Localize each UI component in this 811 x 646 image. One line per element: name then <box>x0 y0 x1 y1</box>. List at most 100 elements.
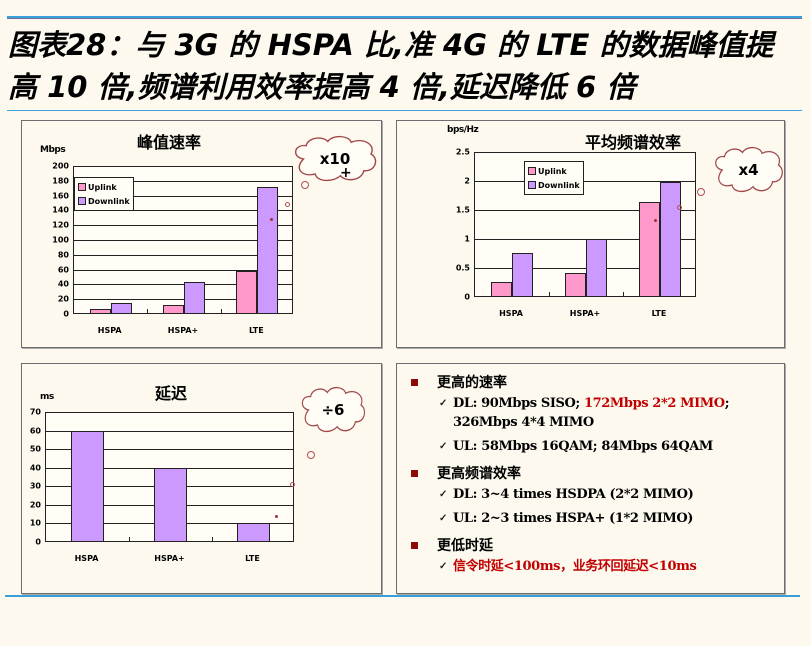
bar-hspa-downlink <box>110 302 132 313</box>
gridline <box>74 299 292 301</box>
bullet-item: ✓ UL: 58Mbps 16QAM; 84Mbps 64QAM <box>407 437 784 456</box>
x-tick-mark <box>129 537 130 541</box>
y-tick-label: 70 <box>29 407 41 417</box>
text-segment: UL: 2~3 times HSPA+ (1*2 MIMO) <box>453 511 694 526</box>
chart-legend: Uplink Downlink <box>74 177 134 211</box>
lte-advantages-panel: 更高的速率 ✓ DL: 90Mbps SISO; 172Mbps 2*2 MIMO;… <box>396 363 785 594</box>
decorative-dot <box>654 219 657 222</box>
x-tick-label: HSPA+ <box>167 326 199 335</box>
plot-area <box>45 412 294 542</box>
legend-item-downlink: Downlink <box>78 194 130 208</box>
y-tick-label: 1 <box>464 234 470 244</box>
text-segment: DL: 3~4 times HSDPA (2*2 MIMO) <box>453 487 694 502</box>
check-icon: ✓ <box>439 561 447 572</box>
gridline <box>475 181 695 182</box>
bar-hspa-plus-uplink <box>565 273 586 296</box>
y-tick-label: 30 <box>29 481 41 491</box>
bar-hspa-plus-downlink <box>184 282 205 313</box>
annotation-cloud: x4 <box>711 145 786 195</box>
gridline <box>475 268 695 269</box>
chart-title: 峰值速率 <box>137 133 202 152</box>
gridline <box>74 284 292 286</box>
check-icon: ✓ <box>439 441 447 452</box>
latency-chart-panel: 延迟 ms 0 10 20 30 40 50 60 70 HSPA HSPA+ LTE ÷6 <box>21 363 382 594</box>
gridline <box>46 449 293 451</box>
title-divider <box>7 110 802 111</box>
decorative-ring <box>290 482 295 487</box>
bullet-item: ✓ DL: 3~4 times HSDPA (2*2 MIMO) <box>407 485 784 504</box>
bar-lte-downlink <box>257 186 279 313</box>
gridline <box>74 195 292 197</box>
decorative-ring <box>301 181 309 189</box>
y-tick-label: 10 <box>29 518 41 528</box>
x-tick-label: LTE <box>651 309 667 318</box>
highlight-text: 信令时延<100ms，业务环回延迟<10ms <box>453 559 697 574</box>
bullet-heading-text: 更高的速率 <box>437 375 507 391</box>
uplink-swatch <box>78 183 86 191</box>
x-tick-label: LTE <box>245 554 260 563</box>
y-tick-label: 0 <box>464 292 470 302</box>
y-tick-label: 40 <box>29 463 41 473</box>
cloud-icon <box>715 146 783 193</box>
square-bullet-icon <box>411 541 418 549</box>
gridline <box>475 210 695 211</box>
gridline <box>74 180 292 182</box>
decorative-ring <box>697 188 705 196</box>
bar-hspa-latency <box>71 431 104 541</box>
plot-area <box>474 152 696 297</box>
y-tick-label: 20 <box>29 500 41 510</box>
decorative-ring <box>677 205 682 210</box>
bullet-heading-text: 更低时延 <box>437 538 493 554</box>
y-tick-label: 40 <box>57 279 69 289</box>
plus-icon: + <box>340 165 352 181</box>
decorative-ring <box>285 202 290 207</box>
cloud-icon <box>301 386 366 433</box>
legend-item-uplink: Uplink <box>528 164 580 178</box>
spectral-efficiency-chart-panel: 平均频谱效率 bps/Hz 0 0.5 1 1.5 2 2.5 HSPA HSPA+ LTE Upli… <box>396 120 785 348</box>
x-tick-mark <box>212 537 213 541</box>
y-tick-label: 180 <box>52 176 69 186</box>
highlight-text: 172Mbps 2*2 MIMO <box>583 396 725 411</box>
y-tick-label: 60 <box>29 426 41 436</box>
bullet-item: ✓ UL: 2~3 times HSPA+ (1*2 MIMO) <box>407 509 784 528</box>
annotation-cloud-label: ÷6 <box>321 401 345 419</box>
y-tick-label: 0 <box>35 537 41 547</box>
gridline <box>74 269 292 271</box>
gridline <box>74 210 292 212</box>
gridline <box>475 239 695 240</box>
bar-lte-latency <box>237 522 270 541</box>
chart-legend: Uplink Downlink <box>524 161 584 195</box>
bar-lte-downlink <box>660 181 681 296</box>
legend-item-uplink: Uplink <box>78 180 130 194</box>
bullet-item: ✓ DL: 90Mbps SISO; 172Mbps 2*2 MIMO; 326M… <box>407 394 784 432</box>
downlink-swatch <box>528 181 536 189</box>
square-bullet-icon <box>411 378 418 386</box>
x-tick-mark <box>623 292 624 296</box>
bullet-item-text: UL: 58Mbps 16QAM; 84Mbps 64QAM <box>453 437 713 456</box>
y-tick-label: 60 <box>57 265 69 275</box>
gridline <box>46 430 293 432</box>
y-tick-label: 200 <box>52 161 69 171</box>
y-tick-label: 0 <box>63 309 69 319</box>
bullet-heading: 更高的速率 <box>407 370 784 394</box>
y-tick-label: 160 <box>52 191 69 201</box>
uplink-swatch <box>528 167 536 175</box>
bullet-heading: 更低时延 <box>407 533 784 557</box>
text-segment: UL: 58Mbps 16QAM; 84Mbps 64QAM <box>453 439 713 454</box>
gridline <box>74 254 292 256</box>
check-icon: ✓ <box>439 513 447 524</box>
figure-title-line1: 图表28：与 3G 的 HSPA 比,准 4G 的 LTE 的数据峰值提 <box>8 28 774 62</box>
bullet-item-text: DL: 3~4 times HSDPA (2*2 MIMO) <box>453 485 694 504</box>
check-icon: ✓ <box>439 489 447 500</box>
bottom-rule <box>5 595 800 597</box>
y-tick-label: 1.5 <box>455 205 470 215</box>
bar-hspa-uplink <box>491 281 512 296</box>
bar-hspa-downlink <box>512 253 533 296</box>
legend-label: Downlink <box>88 196 130 206</box>
bullet-item-text: UL: 2~3 times HSPA+ (1*2 MIMO) <box>453 509 693 528</box>
annotation-cloud-label: x10 <box>319 150 351 168</box>
gridline <box>74 240 292 241</box>
bar-lte-uplink <box>639 201 660 296</box>
decorative-dot <box>270 218 273 221</box>
y-tick-label: 2.5 <box>455 147 470 157</box>
